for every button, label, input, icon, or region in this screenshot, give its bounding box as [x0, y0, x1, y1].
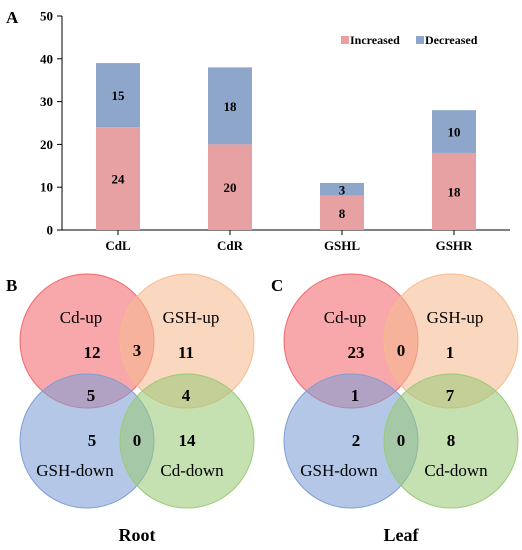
venn-diagram-leaf: Cd-up GSH-up GSH-down Cd-down 23 0 1 1 7 2 0 8 Leaf	[283, 273, 519, 545]
venn-set-label: Cd-up	[324, 308, 367, 327]
venn-set-label: Cd-up	[60, 308, 103, 327]
venn-count-gsh-down-cd-down: 0	[133, 431, 142, 450]
panel-label-c: C	[271, 276, 283, 295]
bar-increased-cdl	[96, 127, 140, 230]
venn-set-label: GSH-up	[427, 308, 484, 327]
bar-value-label: 10	[448, 125, 461, 140]
venn-count-gsh-up-cd-down: 4	[182, 386, 191, 405]
legend-swatch	[341, 36, 349, 44]
venn-count-cd-up-gsh-down: 1	[351, 386, 360, 405]
venn-count-cd-up-only: 23	[348, 343, 365, 362]
stacked-bar-chart: 0 10 20 30 40 50 24 15 CdL 20 18 CdR 8 3 GSHL 18 10 GSHR I…	[40, 9, 510, 253]
bar-decreased-cdr	[208, 67, 252, 145]
venn-set-label: GSH-down	[300, 461, 378, 480]
bar-value-label: 3	[339, 182, 346, 197]
venn-count-cd-up-gsh-up: 3	[133, 341, 142, 360]
venn-count-cd-up-gsh-up: 0	[397, 341, 406, 360]
panel-label-a: A	[6, 8, 19, 27]
legend-label: Increased	[350, 33, 400, 47]
bar-increased-gshr	[432, 152, 476, 230]
venn-title: Root	[119, 525, 156, 545]
venn-circle-cd-down	[383, 373, 519, 509]
bar-value-label: 18	[224, 99, 238, 114]
x-tick-label: GSHR	[436, 238, 473, 253]
venn-count-gsh-down-only: 5	[88, 431, 97, 450]
venn-set-label: Cd-down	[160, 461, 224, 480]
bar-value-label: 18	[448, 184, 462, 199]
bar-decreased-gshl	[320, 182, 364, 196]
venn-count-gsh-down-only: 2	[352, 431, 361, 450]
venn-count-cd-down-only: 8	[447, 431, 456, 450]
y-tick-label: 0	[47, 223, 54, 238]
bar-value-label: 24	[112, 172, 126, 187]
bar-increased-cdr	[208, 144, 252, 230]
venn-diagram-root: Cd-up GSH-up GSH-down Cd-down 12 3 11 5 4 5 0 14 Roo…	[19, 273, 255, 545]
y-tick-label: 50	[40, 9, 53, 24]
bar-increased-gshl	[320, 195, 364, 230]
y-tick-label: 10	[40, 180, 53, 195]
venn-set-label: Cd-down	[424, 461, 488, 480]
venn-count-gsh-down-cd-down: 0	[397, 431, 406, 450]
bar-decreased-gshr	[432, 110, 476, 153]
bar-value-label: 15	[112, 88, 126, 103]
venn-count-gsh-up-only: 11	[178, 343, 194, 362]
y-tick-label: 30	[40, 94, 53, 109]
y-tick-label: 40	[40, 51, 53, 66]
venn-title: Leaf	[384, 525, 420, 545]
bar-value-label: 20	[224, 180, 237, 195]
bar-decreased-cdl	[96, 63, 140, 128]
legend-swatch	[416, 36, 424, 44]
legend-label: Decreased	[425, 33, 478, 47]
venn-count-cd-down-only: 14	[179, 431, 197, 450]
panel-label-b: B	[6, 276, 17, 295]
venn-circle-cd-down	[119, 373, 255, 509]
venn-count-gsh-up-cd-down: 7	[446, 386, 455, 405]
venn-set-label: GSH-down	[36, 461, 114, 480]
venn-count-gsh-up-only: 1	[446, 343, 455, 362]
x-tick-label: CdL	[105, 238, 131, 253]
bar-value-label: 8	[339, 206, 346, 221]
x-tick-label: GSHL	[324, 238, 360, 253]
x-tick-label: CdR	[217, 238, 244, 253]
venn-count-cd-up-gsh-down: 5	[87, 386, 96, 405]
legend: Increased Decreased	[341, 33, 478, 47]
venn-set-label: GSH-up	[163, 308, 220, 327]
venn-count-cd-up-only: 12	[84, 343, 101, 362]
y-tick-label: 20	[40, 137, 53, 152]
